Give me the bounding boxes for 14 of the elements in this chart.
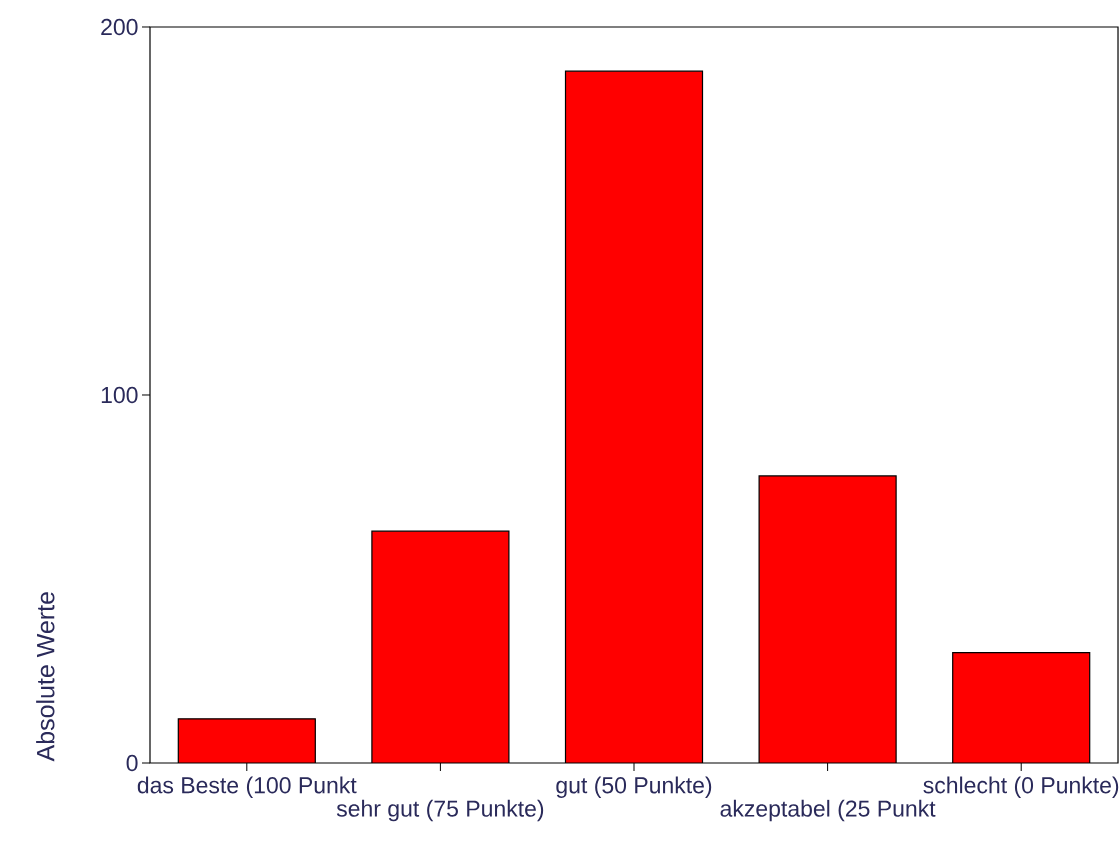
y-tick-label: 100 — [101, 386, 138, 404]
x-tick-label: gut (50 Punkte) — [556, 776, 712, 798]
y-axis-title: Absolute Werte — [36, 592, 55, 762]
bar — [565, 71, 703, 763]
bar — [371, 531, 509, 763]
x-tick-label: sehr gut (75 Punkte) — [336, 799, 544, 822]
x-tick-label: das Beste (100 Punkt — [137, 776, 357, 798]
x-tick-label: schlecht (0 Punkte) — [923, 776, 1119, 798]
y-tick-label: 0 — [126, 754, 138, 772]
bar — [759, 475, 897, 763]
bar — [178, 718, 316, 763]
y-tick-label: 200 — [101, 18, 138, 36]
bar — [952, 652, 1091, 763]
x-tick-label: akzeptabel (25 Punkt — [720, 799, 936, 822]
